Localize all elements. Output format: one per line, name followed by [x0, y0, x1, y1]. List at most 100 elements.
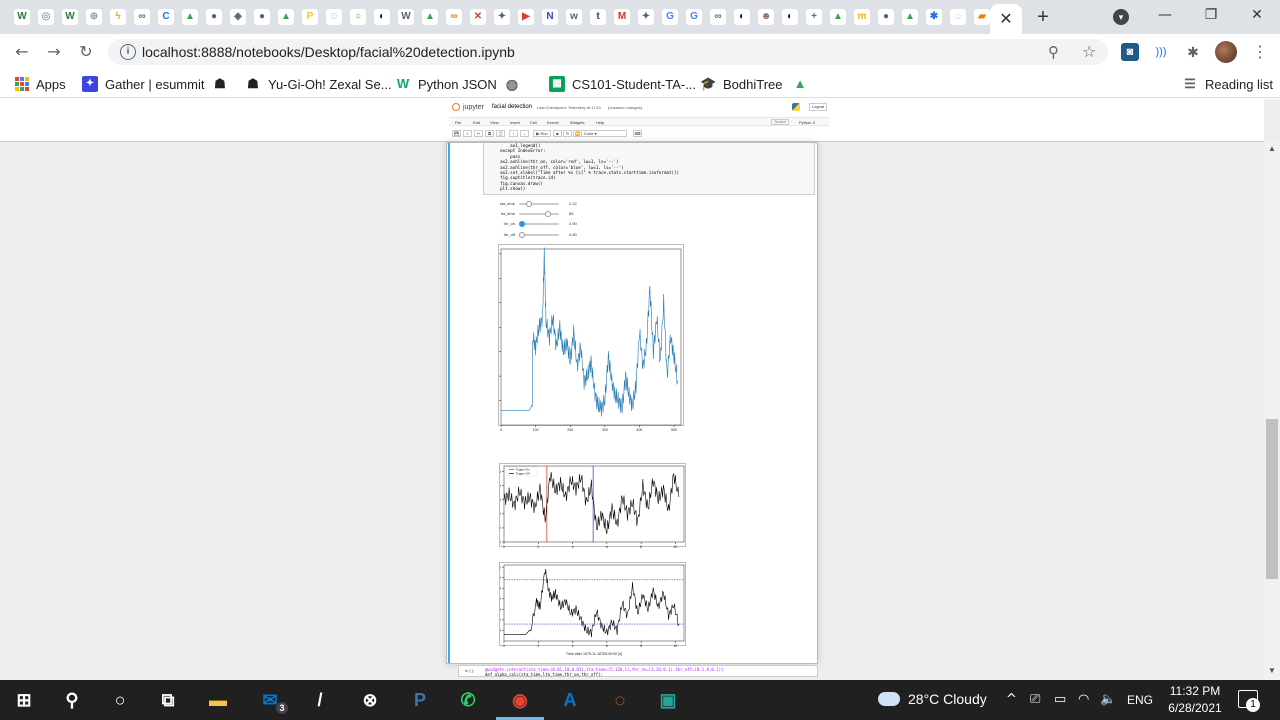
close-window-button[interactable]: ✕ [1251, 7, 1263, 23]
scroll-thumb[interactable] [1266, 419, 1278, 579]
copy-button[interactable]: ⧉ [485, 130, 494, 137]
pinned-tab[interactable]: ▶ [514, 8, 538, 26]
tray-chevron-icon[interactable]: ^ [1006, 692, 1017, 707]
taskbar-app[interactable]: ✆ [444, 680, 492, 720]
new-tab-button[interactable]: + [1037, 6, 1049, 28]
next-cell-code[interactable]: @widgets.interact(sta_time=(0.01,10,0.01… [485, 667, 723, 677]
trusted-badge[interactable]: Trusted [771, 119, 789, 125]
pinned-tab[interactable]: N [538, 8, 562, 26]
pinned-tab[interactable]: + [802, 8, 826, 26]
taskbar-app[interactable]: ◌ [596, 680, 644, 720]
pinned-tab[interactable]: M [610, 8, 634, 26]
pinned-tab[interactable]: W [394, 8, 418, 26]
pinned-tab[interactable]: ● [250, 8, 274, 26]
pinned-tab[interactable]: ▲ [418, 8, 442, 26]
cell-type-select[interactable]: Code ▾ [581, 130, 627, 137]
slider-track[interactable] [519, 221, 559, 227]
pinned-tab[interactable]: ▰ [970, 8, 994, 26]
pinned-tab[interactable]: ✦ [634, 8, 658, 26]
back-button[interactable]: ← [15, 42, 29, 61]
menu-insert[interactable]: Insert [510, 120, 521, 125]
logout-button[interactable]: Logout [809, 103, 827, 111]
reading-list-button[interactable]: ☰ Reading list [1182, 75, 1273, 93]
taskbar-app[interactable]: ✉ 3 [246, 680, 294, 720]
pinned-tab[interactable]: ▲ [178, 8, 202, 26]
move-down-button[interactable]: ↓ [520, 130, 529, 137]
bookmark-apps[interactable]: Apps [15, 75, 66, 93]
bookmark-drive[interactable]: ▲ [792, 75, 808, 93]
pinned-tab[interactable]: P [298, 8, 322, 26]
pinned-tab[interactable]: W [10, 8, 34, 26]
taskbar-app[interactable]: ⊞ [0, 680, 48, 720]
pinned-tab[interactable]: ϟ [106, 8, 130, 26]
bookmark-bodhitree[interactable]: 🎓 BodhiTree [700, 76, 783, 92]
bookmark-gather[interactable]: ✦ Gather | esummit [82, 75, 204, 93]
pinned-tab[interactable]: ◐ [730, 8, 754, 26]
extensions-puzzle-icon[interactable]: ✱ [1184, 43, 1202, 61]
volume-icon[interactable]: 🔈 [1100, 692, 1117, 707]
reload-button[interactable]: ↻ [79, 42, 93, 61]
taskbar-app[interactable]: A [546, 680, 594, 720]
taskbar-app[interactable]: ◉ [496, 680, 544, 720]
slider-thumb[interactable] [519, 232, 525, 238]
zoom-icon[interactable]: ⚲ [1048, 43, 1059, 61]
menu-cell[interactable]: Cell [530, 120, 537, 125]
pinned-tab[interactable]: w [562, 8, 586, 26]
taskbar-app[interactable]: ⚲ [48, 680, 96, 720]
restart-button[interactable]: ↻ [563, 130, 572, 137]
pinned-tab[interactable]: ● [202, 8, 226, 26]
pinned-tab[interactable]: ▲ [274, 8, 298, 26]
pinned-tab[interactable]: G [658, 8, 682, 26]
cut-button[interactable]: ✂ [474, 130, 483, 137]
insert-cell-button[interactable]: + [463, 130, 472, 137]
taskbar-app[interactable]: P [396, 680, 444, 720]
slider-thumb[interactable] [525, 201, 532, 207]
code-text[interactable]: ax1.legend() except IndexError: pass ax2… [500, 143, 680, 192]
weather-widget[interactable]: 28°C Cloudy [878, 691, 987, 707]
slider-track[interactable] [519, 211, 559, 217]
pinned-tab[interactable]: ● [874, 8, 898, 26]
notebook-name[interactable]: facial detection [492, 104, 533, 110]
pinned-tab[interactable]: ◐ [370, 8, 394, 26]
pinned-tab[interactable]: ▲ [898, 8, 922, 26]
menu-widgets[interactable]: Widgets [570, 120, 585, 125]
slider-thumb[interactable] [544, 211, 551, 217]
page-scrollbar[interactable]: ▲ ▼ [1264, 142, 1280, 680]
menu-view[interactable]: View [490, 120, 499, 125]
pinned-tab[interactable]: ▲ [826, 8, 850, 26]
code-line[interactable]: def alpha_calc(sta_time,lta_time,thr_on,… [485, 672, 604, 677]
extension-icon[interactable]: ◙ [1121, 43, 1139, 61]
meet-now-icon[interactable]: ⎚ [1030, 692, 1041, 707]
pinned-tab[interactable]: G [682, 8, 706, 26]
close-tab-icon[interactable]: ✕ [999, 11, 1013, 28]
taskbar-app[interactable]: ⊗ [346, 680, 394, 720]
battery-icon[interactable]: ▭ [1054, 692, 1067, 707]
pinned-tab[interactable]: ☻ [754, 8, 778, 26]
language-indicator[interactable]: ENG [1127, 693, 1154, 707]
taskbar-app[interactable]: ○ [96, 680, 144, 720]
pinned-tab[interactable]: ◐ [778, 8, 802, 26]
active-tab[interactable]: ✕ [990, 4, 1022, 34]
pinned-tab[interactable]: ○ [346, 8, 370, 26]
scroll-down-icon[interactable]: ▼ [1268, 666, 1276, 675]
bookmark-yugioh[interactable]: ☗ Yu-Gi-Oh! Zexal Se... [245, 75, 392, 93]
address-bar[interactable]: i localhost:8888/notebooks/Desktop/facia… [108, 39, 1108, 65]
minimize-button[interactable]: — [1158, 7, 1172, 23]
slider-track[interactable] [519, 201, 559, 207]
chrome-menu-icon[interactable]: ⋮ [1252, 42, 1268, 61]
move-up-button[interactable]: ↑ [509, 130, 518, 137]
run-button[interactable]: ▶ Run [533, 130, 551, 137]
pinned-tab[interactable]: ∞ [130, 8, 154, 26]
scroll-up-icon[interactable]: ▲ [1268, 144, 1276, 153]
url-text[interactable]: localhost:8888/notebooks/Desktop/facial%… [142, 44, 515, 60]
pinned-tab[interactable]: ◈ [226, 8, 250, 26]
slider-thumb[interactable] [519, 221, 525, 227]
pinned-tab[interactable]: ◎ [34, 8, 58, 26]
bookmark-star-icon[interactable]: ☆ [1082, 42, 1097, 61]
pinned-tab[interactable]: ∞ [442, 8, 466, 26]
pinned-tab[interactable]: ✱ [922, 8, 946, 26]
profile-avatar[interactable] [1215, 41, 1237, 63]
pinned-tab[interactable]: m [850, 8, 874, 26]
pinned-tab[interactable]: ⊕ [82, 8, 106, 26]
menu-kernel[interactable]: Kernel [547, 120, 559, 125]
